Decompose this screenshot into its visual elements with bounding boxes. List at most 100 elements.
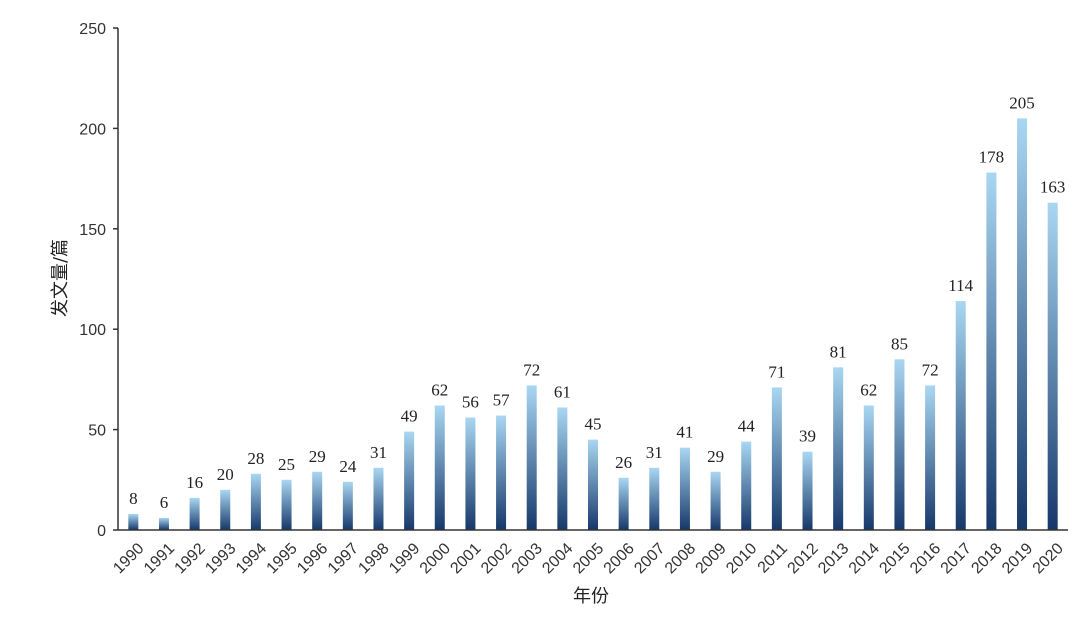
bar-2004 xyxy=(557,407,568,530)
data-label-2013: 81 xyxy=(830,342,847,361)
bar-1994 xyxy=(250,473,261,530)
x-tick-label-1996: 1996 xyxy=(294,540,331,577)
data-labels: 8 6 16 20 28 25 29 24 31 49 62 56 57 72 61 45 26 31 41 29 44… xyxy=(129,93,1065,512)
x-axis-title: 年份 xyxy=(573,586,609,607)
data-label-2017: 114 xyxy=(948,276,973,295)
data-label-2020: 163 xyxy=(1040,178,1066,197)
x-tick-label-2003: 2003 xyxy=(509,540,546,577)
x-tick-label-1994: 1994 xyxy=(233,540,270,577)
bar-1990 xyxy=(128,513,139,530)
x-tick-label-1993: 1993 xyxy=(202,540,239,577)
x-tick-label-2009: 2009 xyxy=(693,540,730,577)
bar-2012 xyxy=(802,451,813,530)
data-label-2016: 72 xyxy=(922,360,939,379)
data-label-2012: 39 xyxy=(799,427,816,446)
data-label-2005: 45 xyxy=(585,415,602,434)
bar-2011 xyxy=(771,387,782,530)
data-label-1996: 29 xyxy=(309,447,326,466)
bars xyxy=(128,118,1058,531)
x-tick-label-1992: 1992 xyxy=(172,540,209,577)
bar-2009 xyxy=(710,471,721,530)
data-label-1992: 16 xyxy=(186,473,203,492)
y-axis-title: 发文量/篇 xyxy=(50,239,71,317)
bar-1991 xyxy=(158,517,169,530)
x-tick-label-2002: 2002 xyxy=(478,540,515,577)
bar-2005 xyxy=(588,439,598,530)
x-tick-label-2005: 2005 xyxy=(570,540,607,577)
data-label-2000: 62 xyxy=(431,381,448,400)
bar-2010 xyxy=(741,441,752,530)
bar-2017 xyxy=(955,301,966,530)
bar-2001 xyxy=(465,417,476,530)
bar-2020 xyxy=(1047,202,1058,531)
data-label-2009: 29 xyxy=(707,447,724,466)
x-tick-label-2001: 2001 xyxy=(447,540,484,577)
x-tick-label-2008: 2008 xyxy=(662,540,699,577)
data-label-1997: 24 xyxy=(339,457,357,476)
data-label-2007: 31 xyxy=(646,443,663,462)
bar-1999 xyxy=(404,431,415,530)
y-tick-label: 100 xyxy=(79,322,106,339)
data-label-2015: 85 xyxy=(891,334,908,353)
x-tick-label-2017: 2017 xyxy=(938,540,975,577)
bar-1993 xyxy=(220,489,231,530)
x-tick-label-1999: 1999 xyxy=(386,540,423,577)
data-label-2003: 72 xyxy=(523,360,540,379)
data-label-1994: 28 xyxy=(247,449,264,468)
y-tick-label: 200 xyxy=(79,121,106,138)
bar-2008 xyxy=(679,447,690,530)
data-label-2014: 62 xyxy=(860,381,877,400)
bar-1996 xyxy=(312,471,323,530)
y-axis-ticks: 0 50 100 150 200 250 xyxy=(79,21,118,540)
y-tick-label: 50 xyxy=(88,423,106,440)
bar-2003 xyxy=(526,385,537,530)
bar-1992 xyxy=(189,497,200,530)
data-label-2018: 178 xyxy=(979,148,1005,167)
x-tick-label-1997: 1997 xyxy=(325,540,362,577)
data-label-1999: 49 xyxy=(401,407,418,426)
x-axis-ticks: 1990199119921993199419951996199719981999… xyxy=(110,540,1067,577)
y-tick-label: 0 xyxy=(97,523,106,540)
x-tick-label-2015: 2015 xyxy=(876,540,913,577)
bar-2000 xyxy=(434,405,445,530)
x-tick-label-1990: 1990 xyxy=(110,540,147,577)
data-label-1995: 25 xyxy=(278,455,295,474)
y-tick-label: 150 xyxy=(79,222,106,239)
y-tick-label: 250 xyxy=(79,21,106,38)
bar-2007 xyxy=(649,467,660,530)
bar-2002 xyxy=(496,415,507,530)
data-label-1993: 20 xyxy=(217,465,234,484)
bar-2006 xyxy=(618,477,629,530)
data-label-2001: 56 xyxy=(462,393,479,412)
x-tick-label-2010: 2010 xyxy=(723,540,760,577)
bar-1998 xyxy=(373,467,384,530)
x-tick-label-2000: 2000 xyxy=(417,540,454,577)
x-tick-label-2014: 2014 xyxy=(846,540,883,577)
bar-1995 xyxy=(281,479,292,530)
x-tick-label-2007: 2007 xyxy=(631,540,668,577)
bar-1997 xyxy=(342,481,353,530)
bar-2015 xyxy=(894,359,905,530)
x-tick-label-2018: 2018 xyxy=(968,540,1005,577)
x-tick-label-2016: 2016 xyxy=(907,540,944,577)
data-label-2006: 26 xyxy=(615,453,632,472)
bar-2016 xyxy=(925,385,936,530)
x-tick-label-2013: 2013 xyxy=(815,540,852,577)
data-label-2008: 41 xyxy=(676,423,693,442)
x-tick-label-1991: 1991 xyxy=(141,540,178,577)
bar-2018 xyxy=(986,172,997,531)
x-tick-label-2012: 2012 xyxy=(785,540,822,577)
data-label-2004: 61 xyxy=(554,383,571,402)
data-label-1990: 8 xyxy=(129,489,138,508)
data-label-2019: 205 xyxy=(1009,93,1035,112)
data-label-2002: 57 xyxy=(493,391,511,410)
bar-2013 xyxy=(833,367,844,530)
x-tick-label-2011: 2011 xyxy=(755,540,791,576)
x-tick-label-2004: 2004 xyxy=(539,540,576,577)
data-label-2010: 44 xyxy=(738,417,756,436)
x-tick-label-2006: 2006 xyxy=(601,540,638,577)
x-tick-label-2019: 2019 xyxy=(999,540,1036,577)
data-label-2011: 71 xyxy=(768,362,785,381)
bar-2019 xyxy=(1017,118,1028,531)
